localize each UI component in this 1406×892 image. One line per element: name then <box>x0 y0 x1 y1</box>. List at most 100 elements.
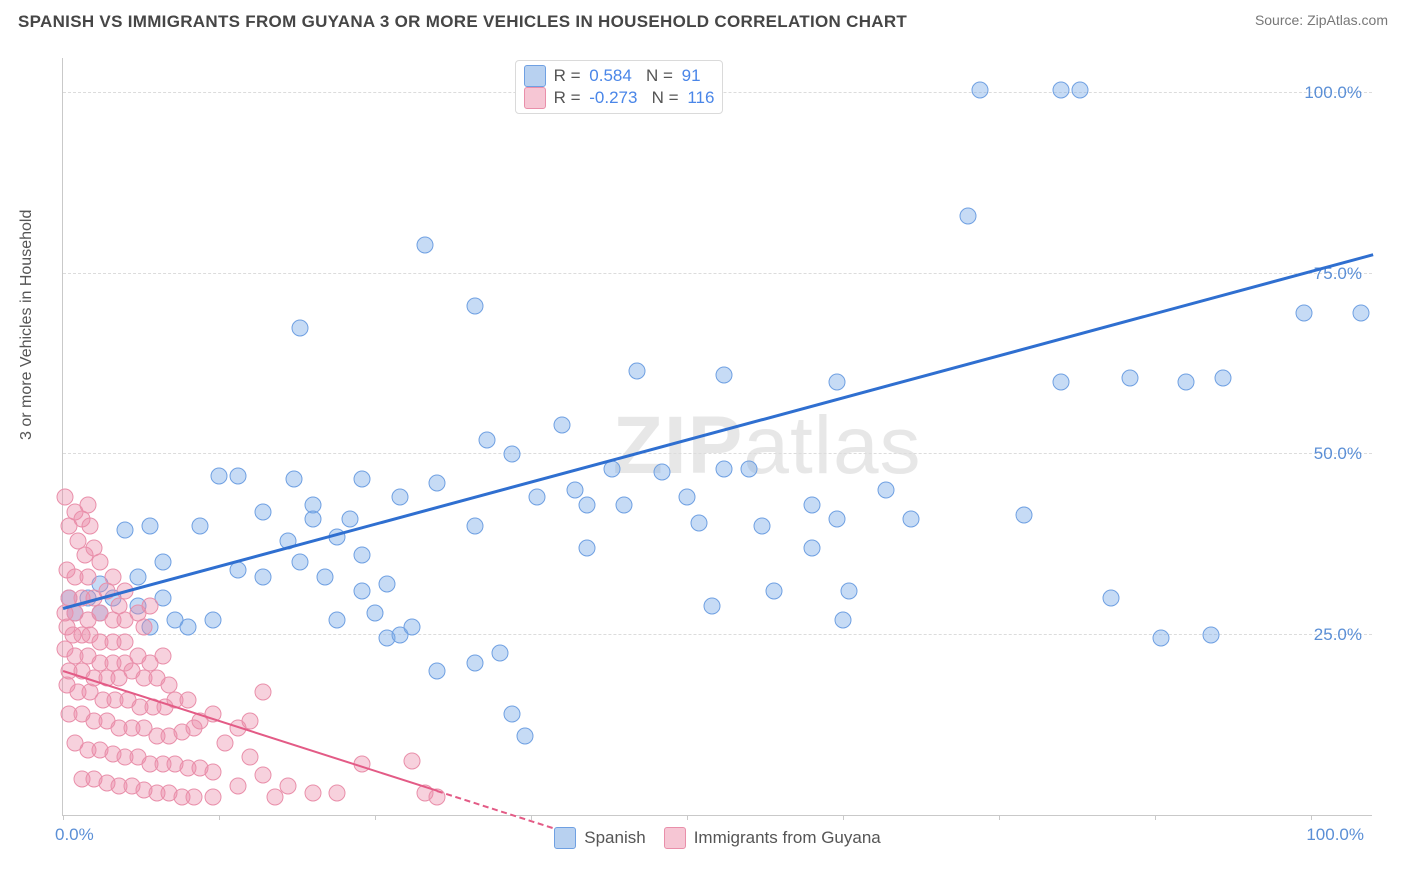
data-point <box>329 612 346 629</box>
data-point <box>79 496 96 513</box>
data-point <box>154 554 171 571</box>
data-point <box>1121 370 1138 387</box>
data-point <box>803 539 820 556</box>
data-point <box>429 474 446 491</box>
legend-stat: R = 0.584 N = 91 <box>554 66 701 86</box>
legend-row: R = -0.273 N = 116 <box>524 87 715 109</box>
x-tick <box>63 815 64 820</box>
data-point <box>1053 373 1070 390</box>
data-point <box>741 460 758 477</box>
data-point <box>329 785 346 802</box>
data-point <box>554 417 571 434</box>
data-point <box>841 583 858 600</box>
gridline-h <box>63 273 1372 274</box>
data-point <box>117 521 134 538</box>
data-point <box>317 568 334 585</box>
data-point <box>766 583 783 600</box>
data-point <box>179 619 196 636</box>
data-point <box>504 446 521 463</box>
data-point <box>179 691 196 708</box>
data-point <box>341 511 358 528</box>
data-point <box>304 511 321 528</box>
data-point <box>142 518 159 535</box>
legend-label: Immigrants from Guyana <box>694 828 881 848</box>
data-point <box>466 655 483 672</box>
x-tick <box>1311 815 1312 820</box>
data-point <box>529 489 546 506</box>
x-tick <box>1155 815 1156 820</box>
data-point <box>579 539 596 556</box>
data-point <box>292 319 309 336</box>
data-point <box>579 496 596 513</box>
data-point <box>616 496 633 513</box>
data-point <box>366 604 383 621</box>
data-point <box>229 467 246 484</box>
data-point <box>304 785 321 802</box>
chart-header: SPANISH VS IMMIGRANTS FROM GUYANA 3 OR M… <box>0 0 1406 36</box>
legend-item: Immigrants from Guyana <box>664 827 881 849</box>
data-point <box>354 547 371 564</box>
data-point <box>903 511 920 528</box>
data-point <box>1053 81 1070 98</box>
y-tick-label: 100.0% <box>1304 83 1362 103</box>
correlation-legend: R = 0.584 N = 91R = -0.273 N = 116 <box>515 60 724 114</box>
data-point <box>142 597 159 614</box>
data-point <box>1152 630 1169 647</box>
data-point <box>834 612 851 629</box>
legend-swatch <box>524 87 546 109</box>
chart-title: SPANISH VS IMMIGRANTS FROM GUYANA 3 OR M… <box>18 12 907 32</box>
trend-line <box>63 253 1374 609</box>
data-point <box>753 518 770 535</box>
data-point <box>204 788 221 805</box>
data-point <box>1296 305 1313 322</box>
y-axis-title: 3 or more Vehicles in Household <box>18 210 36 440</box>
data-point <box>828 511 845 528</box>
source-link[interactable]: ZipAtlas.com <box>1307 12 1388 28</box>
data-point <box>117 633 134 650</box>
data-point <box>136 619 153 636</box>
data-point <box>186 788 203 805</box>
data-point <box>653 464 670 481</box>
data-point <box>716 460 733 477</box>
data-point <box>242 749 259 766</box>
data-point <box>416 236 433 253</box>
data-point <box>82 518 99 535</box>
data-point <box>878 482 895 499</box>
data-point <box>703 597 720 614</box>
x-tick <box>687 815 688 820</box>
y-tick-label: 50.0% <box>1314 444 1362 464</box>
data-point <box>429 662 446 679</box>
data-point <box>192 518 209 535</box>
data-point <box>803 496 820 513</box>
plot-area: ZIPatlas 25.0%50.0%75.0%100.0%0.0%100.0%… <box>62 58 1372 816</box>
x-tick <box>375 815 376 820</box>
series-legend: Spanish Immigrants from Guyana <box>63 827 1372 849</box>
data-point <box>466 298 483 315</box>
data-point <box>210 467 227 484</box>
data-point <box>92 554 109 571</box>
data-point <box>466 518 483 535</box>
data-point <box>379 576 396 593</box>
data-point <box>391 489 408 506</box>
data-point <box>716 366 733 383</box>
data-point <box>254 568 271 585</box>
data-point <box>404 752 421 769</box>
legend-item: Spanish <box>554 827 645 849</box>
data-point <box>678 489 695 506</box>
legend-stat: R = -0.273 N = 116 <box>554 88 715 108</box>
data-point <box>828 373 845 390</box>
data-point <box>566 482 583 499</box>
gridline-h <box>63 634 1372 635</box>
legend-swatch <box>524 65 546 87</box>
data-point <box>217 734 234 751</box>
gridline-h <box>63 453 1372 454</box>
legend-swatch <box>554 827 576 849</box>
chart-source: Source: ZipAtlas.com <box>1255 12 1388 28</box>
data-point <box>491 644 508 661</box>
data-point <box>479 431 496 448</box>
data-point <box>254 503 271 520</box>
data-point <box>1015 507 1032 524</box>
data-point <box>1071 81 1088 98</box>
data-point <box>516 727 533 744</box>
data-point <box>404 619 421 636</box>
